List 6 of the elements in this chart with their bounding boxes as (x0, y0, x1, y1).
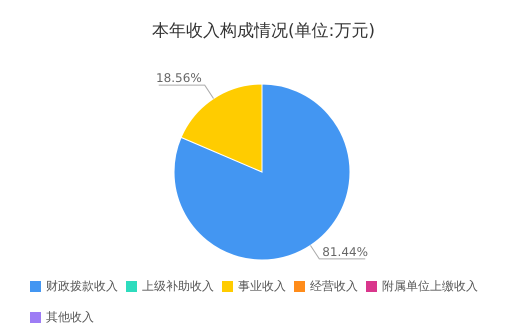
legend-label: 财政拨款收入 (46, 278, 118, 295)
legend-label: 事业收入 (238, 278, 286, 295)
legend-label: 经营收入 (310, 278, 358, 295)
legend-label: 上级补助收入 (142, 278, 214, 295)
legend-label: 其他收入 (46, 309, 94, 326)
title: 本年收入构成情况(单位:万元) (152, 21, 375, 41)
